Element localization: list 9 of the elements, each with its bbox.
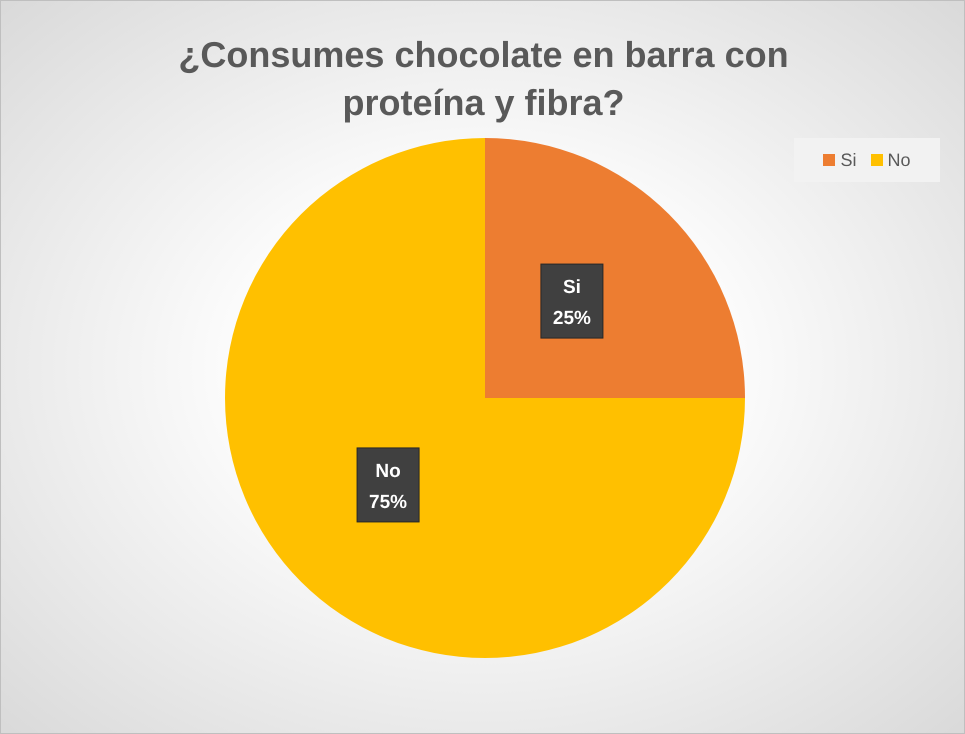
legend-label: No [888, 150, 911, 170]
chart-title: ¿Consumes chocolate en barra con proteína y fibra? [177, 33, 790, 125]
slice-label: No [375, 460, 401, 482]
data-label: 25% [552, 308, 592, 330]
pie-slice [225, 138, 745, 658]
legend-label: Si [840, 150, 856, 170]
pie-slice [485, 138, 745, 398]
data-label: 75% [369, 492, 408, 513]
slice-label: Si [562, 277, 581, 298]
